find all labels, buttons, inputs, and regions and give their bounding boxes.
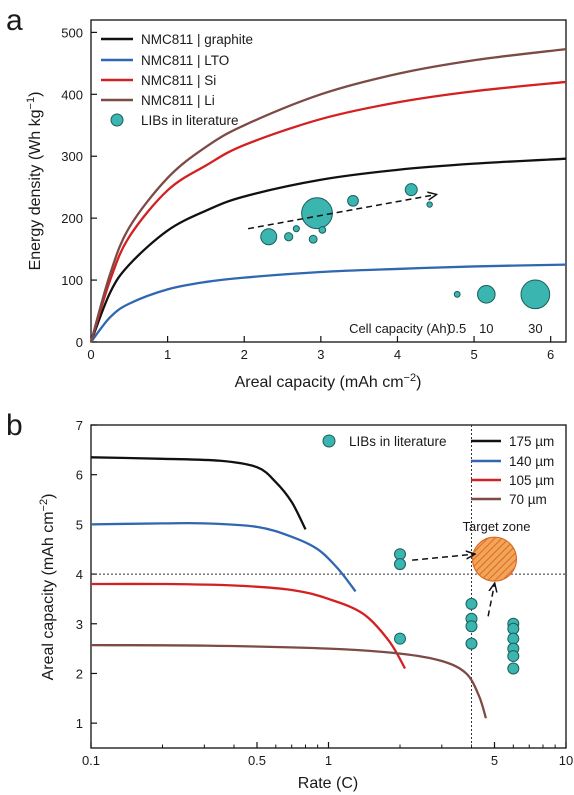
y-tick-label-a: 300 bbox=[61, 149, 83, 164]
literature-point bbox=[465, 620, 478, 633]
literature-point bbox=[465, 597, 478, 610]
size-key-label: 0.5 bbox=[448, 321, 466, 336]
literature-bubble bbox=[347, 194, 359, 207]
literature-bubble bbox=[292, 225, 300, 233]
y-tick-label-a: 0 bbox=[76, 335, 83, 350]
y-axis-title-b: Areal capacity (mAh cm−2) bbox=[38, 494, 57, 681]
target-zone-label: Target zone bbox=[463, 519, 531, 534]
y-tick-label-a: 200 bbox=[61, 211, 83, 226]
literature-point bbox=[507, 622, 520, 635]
y-tick-label-a: 500 bbox=[61, 25, 83, 40]
literature-point bbox=[465, 637, 478, 650]
literature-point bbox=[507, 650, 520, 663]
y-tick-label-b: 4 bbox=[76, 567, 83, 582]
literature-point bbox=[393, 632, 406, 645]
y-tick-label-b: 1 bbox=[76, 716, 83, 731]
legend-b: LIBs in literature 175 µm 140 µm 105 µm … bbox=[322, 434, 554, 507]
plot-frame-a bbox=[90, 19, 567, 343]
line-series-a-3 bbox=[89, 47, 567, 343]
series-lines-a bbox=[89, 47, 567, 343]
y-tick-label-a: 400 bbox=[61, 87, 83, 102]
legend-label-140: 140 µm bbox=[509, 454, 554, 469]
legend-label-lto: NMC811 | LTO bbox=[141, 53, 229, 68]
panel-label-b: b bbox=[6, 409, 23, 442]
x-tick-label-a: 0 bbox=[87, 347, 94, 362]
literature-point bbox=[507, 662, 520, 675]
legend-label-175: 175 µm bbox=[509, 434, 554, 449]
legend-label-literature-a: LIBs in literature bbox=[141, 113, 239, 128]
x-tick-label-a: 2 bbox=[241, 347, 248, 362]
y-tick-label-a: 100 bbox=[61, 273, 83, 288]
y-tick-label-b: 6 bbox=[76, 468, 83, 483]
size-key-bubble bbox=[453, 290, 461, 298]
x-tick-label-a: 6 bbox=[547, 347, 554, 362]
x-tick-label-b: 0.1 bbox=[82, 753, 100, 768]
x-tick-label-b: 1 bbox=[325, 753, 332, 768]
line-series-a-0 bbox=[89, 157, 567, 343]
size-key-title: Cell capacity (Ah) bbox=[349, 321, 451, 336]
line-series-b-0 bbox=[90, 456, 307, 530]
legend-swatch-literature-a bbox=[110, 113, 124, 127]
x-tick-label-b: 10 bbox=[559, 753, 573, 768]
literature-bubble bbox=[301, 197, 333, 230]
line-series-b-1 bbox=[90, 521, 357, 593]
literature-bubble bbox=[284, 232, 294, 242]
y-tick-label-b: 5 bbox=[76, 517, 83, 532]
literature-points bbox=[393, 548, 520, 675]
bubble-size-key: 0.5 10 30 Cell capacity (Ah) bbox=[349, 279, 551, 336]
literature-bubble bbox=[404, 183, 418, 197]
line-series-b-3 bbox=[90, 643, 488, 719]
x-tick-label-a: 4 bbox=[394, 347, 401, 362]
size-key-bubble bbox=[477, 285, 496, 304]
literature-point bbox=[507, 632, 520, 645]
legend-label-70: 70 µm bbox=[509, 492, 547, 507]
legend-label-105: 105 µm bbox=[509, 473, 554, 488]
y-tick-label-b: 3 bbox=[76, 617, 83, 632]
y-tick-label-b: 7 bbox=[76, 418, 83, 433]
dashed-arrow bbox=[487, 584, 494, 617]
legend-a: NMC811 | graphite NMC811 | LTO NMC811 | … bbox=[101, 32, 253, 128]
y-axis-title-a: Energy density (Wh kg−1) bbox=[25, 92, 44, 271]
literature-bubble bbox=[426, 201, 433, 208]
legend-label-graphite: NMC811 | graphite bbox=[141, 32, 253, 47]
panel-label-a: a bbox=[6, 4, 23, 37]
line-series-a-1 bbox=[90, 263, 567, 343]
panel-b: b 0.1 0.5 1 5 10 1 2 3 4 5 6 7 Target zone LIBs in … bbox=[6, 409, 573, 792]
x-axis-title-a: Areal capacity (mAh cm−2) bbox=[235, 372, 422, 391]
legend-label-si: NMC811 | Si bbox=[141, 73, 216, 88]
line-series-a-2 bbox=[89, 80, 567, 343]
target-arrows bbox=[412, 554, 494, 617]
literature-point bbox=[393, 558, 406, 571]
legend-label-li: NMC811 | Li bbox=[141, 93, 215, 108]
panel-a: a 0 1 2 3 4 5 6 0 100 200 300 400 500 0.5 10 30 Cell ca… bbox=[6, 4, 567, 391]
literature-bubble bbox=[318, 226, 327, 234]
literature-bubbles bbox=[260, 183, 433, 246]
x-axis-title-b: Rate (C) bbox=[298, 775, 358, 792]
x-tick-label-a: 5 bbox=[470, 347, 477, 362]
literature-bubble bbox=[260, 228, 278, 246]
literature-bubble bbox=[308, 234, 318, 244]
x-tick-label-b: 0.5 bbox=[248, 753, 266, 768]
target-zone bbox=[472, 536, 518, 582]
line-series-b-2 bbox=[90, 582, 407, 670]
y-tick-label-b: 2 bbox=[76, 666, 83, 681]
legend-label-literature-b: LIBs in literature bbox=[349, 434, 447, 449]
size-key-bubble bbox=[520, 279, 551, 310]
trend-arrow bbox=[247, 195, 436, 230]
x-tick-label-a: 3 bbox=[317, 347, 324, 362]
legend-swatch-literature-b bbox=[322, 434, 336, 448]
x-tick-label-a: 1 bbox=[164, 347, 171, 362]
series-lines-b bbox=[90, 456, 488, 719]
literature-point bbox=[393, 548, 406, 561]
dashed-arrow bbox=[412, 554, 474, 561]
axis-ticks-b: 0.1 0.5 1 5 10 1 2 3 4 5 6 7 bbox=[76, 418, 573, 768]
axis-ticks-a: 0 1 2 3 4 5 6 0 100 200 300 400 500 bbox=[61, 25, 554, 362]
size-key-label: 10 bbox=[479, 321, 493, 336]
size-key-label: 30 bbox=[528, 321, 542, 336]
x-tick-label-b: 5 bbox=[491, 753, 498, 768]
